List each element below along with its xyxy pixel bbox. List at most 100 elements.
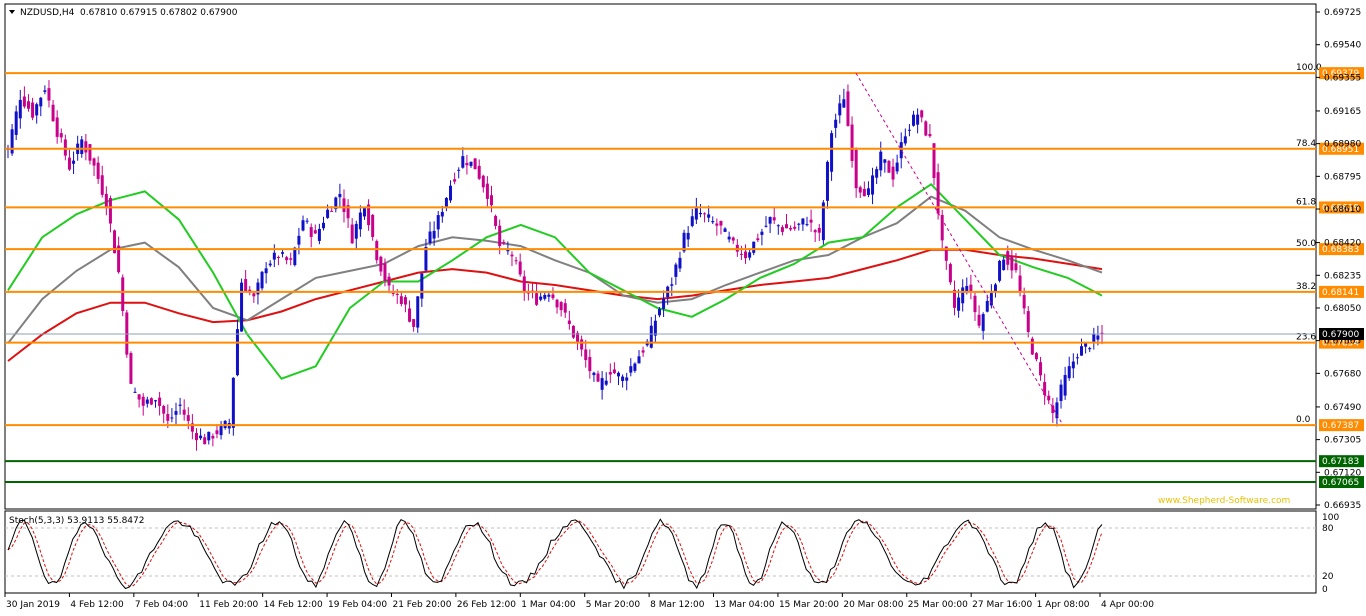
price-tick-label: 0.69355 [1324,73,1361,83]
candle-body [379,256,383,272]
candle-body [350,224,354,244]
price-tick-label: 0.69540 [1324,41,1361,51]
candle-body [686,232,690,240]
fib-anchor-line[interactable] [855,72,1064,426]
candle-body [969,284,973,292]
candle-body [694,206,698,220]
candle-body [330,210,334,212]
candle-body [825,161,829,201]
support-lines[interactable]: 0.67183 0.67065 0.67900 [5,328,1364,489]
time-tick-label: 4 Feb 12:00 [70,600,124,610]
candle-body [26,101,30,109]
candle-body [957,297,961,311]
candle-body [559,301,563,311]
candle-body [219,424,223,436]
candle-body [416,296,420,328]
price-tick-label: 0.68610 [1324,205,1361,215]
candle-body [850,124,854,161]
candle-body [641,350,645,353]
candle-body [571,325,575,338]
candle-body [10,129,14,154]
candle-body [276,257,280,259]
candle-body [244,279,248,292]
time-tick-label: 25 Mar 00:00 [908,600,968,610]
candle-body [387,276,391,286]
fib-price-box [1319,67,1364,80]
candle-body [14,111,18,135]
fib-price-label: 0.67854 [1322,339,1359,349]
candle-body [522,276,526,293]
candle-body [18,99,22,119]
candle-body [63,139,67,156]
candle-body [334,197,338,210]
candle-body [231,377,235,428]
price-tick-label: 0.69165 [1324,107,1361,117]
time-tick-label: 26 Feb 12:00 [457,600,516,610]
candle-body [785,224,789,229]
time-tick-label: 27 Mar 16:00 [972,600,1032,610]
candle-body [203,437,207,445]
time-axis[interactable]: 30 Jan 2019 4 Feb 12:00 7 Feb 04:00 11 Feb … [4,593,1154,610]
candle-body [313,230,317,234]
candle-body [92,158,96,166]
candle-body [535,293,539,305]
candle-body [1030,338,1034,355]
stoch-main-line [7,518,1103,590]
price-axis[interactable]: 0.69725 0.69540 0.69355 0.69165 0.68980 0.687… [1316,8,1361,511]
candle-body [317,228,321,241]
menu-triangle-icon[interactable] [9,10,15,14]
candle-body [834,119,838,128]
candle-body [518,261,522,275]
candle-body [928,133,932,137]
price-tick-label: 0.66935 [1324,501,1361,511]
candle-body [481,175,485,188]
candle-body [39,97,43,107]
price-tick-label: 0.68795 [1324,172,1361,182]
fib-price-label: 0.68383 [1322,245,1359,255]
fibonacci-retracement[interactable]: 100.00.69379 78.4 0.68951 61.8 0.68619 50.0 0.… [5,63,1364,432]
candle-body [59,133,63,138]
candle-body [383,263,387,281]
candles [6,80,1104,451]
candle-body [461,156,465,168]
time-tick-label: 13 Mar 04:00 [715,600,775,610]
candle-body [453,179,457,182]
fib-level-label: 61.8 [1296,197,1316,207]
candle-body [88,144,92,161]
candle-body [457,169,461,171]
candle-body [1014,263,1018,271]
fib-price-box [1319,142,1364,155]
candle-body [596,373,600,382]
candle-body [502,241,506,244]
support-price-label: 0.67065 [1322,478,1359,488]
candle-body [182,409,186,415]
candle-body [952,289,956,308]
candle-body [772,217,776,221]
candle-body [866,188,870,195]
candle-body [1006,251,1010,265]
candle-body [498,225,502,247]
candle-body [84,141,88,153]
candle-body [674,264,678,277]
candle-body [965,285,969,292]
candle-body [760,231,764,235]
candle-body [215,430,219,435]
fib-price-box [1319,285,1364,298]
candle-body [1096,335,1100,340]
candle-body [22,96,26,107]
candle-body [133,391,137,393]
candle-body [211,435,215,439]
candle-body [793,226,797,229]
candle-body [1071,361,1075,369]
candle-body [108,198,112,224]
candle-body [145,399,149,404]
candle-body [199,435,203,439]
price-tick-label: 0.67305 [1324,436,1361,446]
candle-body [113,230,117,254]
ma-fast-line [7,183,1103,380]
time-tick-label: 11 Feb 20:00 [199,600,258,610]
candle-body [285,257,289,261]
candle-body [514,260,518,262]
candle-body [588,357,592,372]
